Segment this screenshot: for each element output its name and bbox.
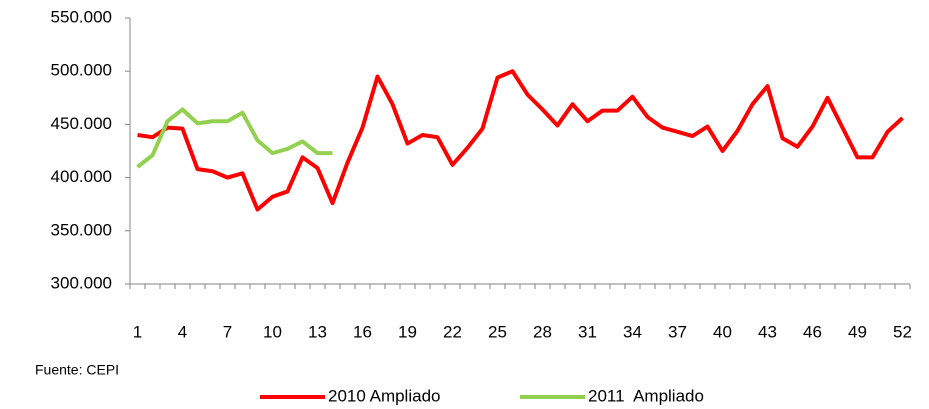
x-tick-label: 13 — [308, 322, 327, 341]
y-tick-label: 500.000 — [51, 61, 112, 80]
x-tick-label: 52 — [893, 322, 912, 341]
y-tick-label: 300.000 — [51, 273, 112, 292]
x-tick-label: 4 — [178, 322, 187, 341]
source-note: Fuente: CEPI — [35, 362, 119, 378]
x-tick-label: 34 — [623, 322, 642, 341]
y-tick-label: 450.000 — [51, 114, 112, 133]
x-tick-label: 1 — [133, 322, 142, 341]
x-tick-label: 37 — [668, 322, 687, 341]
x-tick-label: 46 — [803, 322, 822, 341]
x-tick-label: 16 — [353, 322, 372, 341]
x-tick-label: 19 — [398, 322, 417, 341]
x-tick-label: 43 — [758, 322, 777, 341]
x-tick-label: 31 — [578, 322, 597, 341]
series-line — [137, 69, 904, 212]
legend-label: 2010 Ampliado — [328, 386, 440, 405]
y-tick-label: 550.000 — [51, 7, 112, 26]
y-tick-label: 400.000 — [51, 167, 112, 186]
series-line — [136, 107, 333, 169]
x-tick-label: 40 — [713, 322, 732, 341]
x-tick-label: 10 — [263, 322, 282, 341]
x-tick-label: 22 — [443, 322, 462, 341]
legend-label: 2011 Ampliado — [588, 386, 704, 405]
x-tick-label: 28 — [533, 322, 552, 341]
x-tick-label: 49 — [848, 322, 867, 341]
x-tick-label: 7 — [223, 322, 232, 341]
x-tick-label: 25 — [488, 322, 507, 341]
y-tick-label: 350.000 — [51, 220, 112, 239]
